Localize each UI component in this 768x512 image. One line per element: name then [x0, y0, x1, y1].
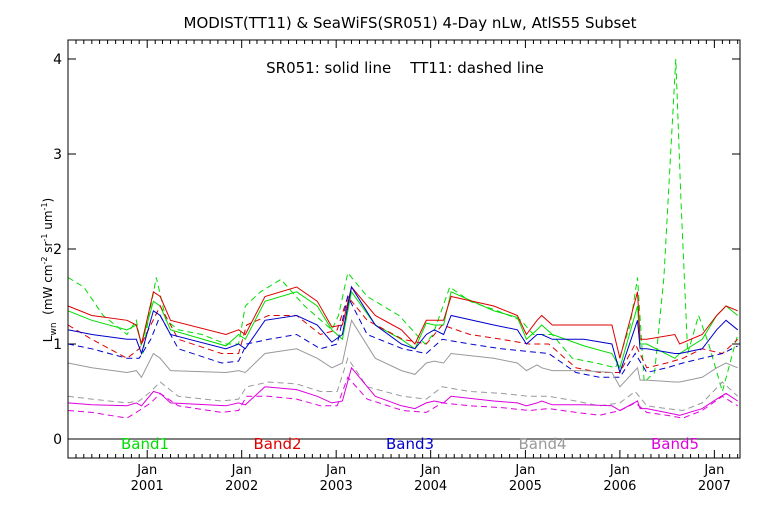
y-tick-label: 1 — [53, 337, 62, 353]
chart-title: MODIST(TT11) & SeaWiFS(SR051) 4-Day nLw,… — [184, 14, 637, 32]
plot-area: 01234Jan2001Jan2002Jan2003Jan2004Jan2005… — [53, 40, 740, 494]
x-tick-month-label: Jan — [325, 463, 346, 478]
y-axis-label-superscript-2: -1 — [40, 234, 49, 242]
series-band3-sr051 — [67, 285, 739, 375]
x-tick-month-label: Jan — [231, 463, 252, 478]
y-tick-label: 3 — [53, 147, 62, 163]
plot-frame — [67, 39, 741, 459]
chart-annotation: SR051: solid line TT11: dashed line — [266, 59, 544, 77]
series-band4-sr051 — [67, 318, 738, 388]
series-band5-sr051 — [67, 366, 738, 416]
x-tick-year-label: 2006 — [603, 479, 636, 494]
series-band2-sr051 — [67, 285, 738, 359]
series-band1-sr051 — [67, 290, 739, 370]
y-axis-label: Lwn (mW cm-2 sr-1 um-1) — [40, 198, 59, 342]
x-tick-month-label: Jan — [136, 463, 157, 478]
y-axis-label-superscript-3: -1 — [40, 202, 49, 210]
x-tick-month-label: Jan — [703, 463, 724, 478]
x-tick-year-label: 2005 — [509, 479, 542, 494]
y-tick-label: 4 — [53, 52, 62, 68]
y-axis-label-base: L — [41, 335, 55, 342]
x-tick-year-label: 2003 — [320, 479, 353, 494]
series-band2-tt11 — [67, 295, 739, 373]
y-axis-label-unit-1: (mW cm — [41, 265, 55, 323]
y-axis-label-superscript-1: -2 — [40, 257, 49, 265]
x-tick-year-label: 2002 — [225, 479, 258, 494]
x-tick-year-label: 2007 — [698, 479, 731, 494]
y-axis-label-unit-2: sr — [41, 241, 55, 256]
y-axis-label-unit-4: ) — [41, 198, 55, 203]
y-tick-label: 0 — [53, 432, 62, 448]
y-tick-label: 2 — [53, 242, 62, 258]
x-tick-month-label: Jan — [609, 463, 630, 478]
x-tick-month-label: Jan — [420, 463, 441, 478]
legend-label-band4: Band4 — [518, 435, 566, 453]
series-band3-tt11 — [67, 295, 738, 378]
x-tick-year-label: 2001 — [131, 479, 164, 494]
x-tick-year-label: 2004 — [414, 479, 447, 494]
legend-label-band5: Band5 — [651, 435, 699, 453]
y-axis-label-subscript: wn — [49, 322, 59, 335]
legend-label-band1: Band1 — [121, 435, 169, 453]
legend-label-band3: Band3 — [386, 435, 434, 453]
legend-label-band2: Band2 — [253, 435, 301, 453]
series-band4-tt11 — [67, 357, 739, 412]
y-axis-label-unit-3: um — [41, 210, 55, 233]
x-tick-month-label: Jan — [514, 463, 535, 478]
